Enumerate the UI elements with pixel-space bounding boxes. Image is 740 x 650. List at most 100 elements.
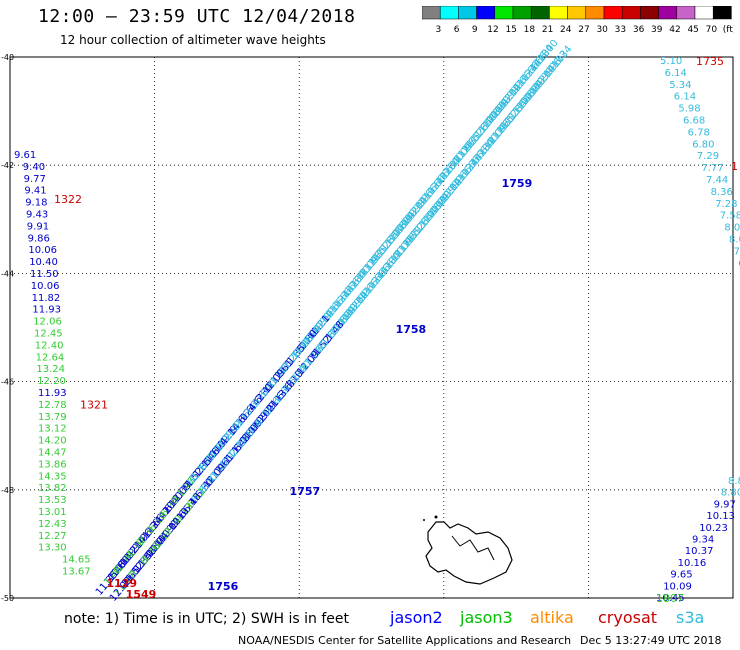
credit-line: NOAA/NESDIS Center for Satellite Applica…: [238, 634, 572, 647]
track-value: 6.14: [665, 68, 687, 79]
track-time-edge: 1: [731, 160, 738, 173]
track-value: 12.78: [38, 400, 67, 411]
track-value: 10.45: [656, 593, 685, 604]
colorbar-label: 33: [615, 25, 626, 35]
track-time-label: 1735: [696, 55, 724, 68]
track-value: 10.09: [663, 581, 692, 592]
page-subtitle: 12 hour collection of altimeter wave hei…: [60, 33, 326, 47]
track-value: 6.78: [688, 127, 710, 138]
island-coastline-detail: [451, 535, 495, 561]
track-value: 9.61: [14, 150, 36, 161]
track-value: 13.67: [62, 567, 91, 578]
track-value: 13.86: [38, 459, 67, 470]
track-value: 7.28: [715, 199, 737, 210]
track-value: 11.93: [32, 305, 61, 316]
track-value: 5.98: [678, 104, 700, 115]
track-time-label: 1758: [396, 323, 427, 336]
colorbar-label: 9: [472, 25, 478, 35]
track-value: 9.77: [24, 174, 46, 185]
track-value: 9.91: [27, 221, 49, 232]
track-value: 12.45: [34, 329, 63, 340]
track-value: 13.82: [38, 483, 67, 494]
track-value: 9.41: [24, 186, 46, 197]
track-value: 12.06: [33, 317, 62, 328]
track-value: 11.93: [38, 388, 67, 399]
lat-tick-label: -44: [1, 269, 14, 278]
colorbar-label: 30: [596, 25, 608, 35]
track-value: 12.27: [38, 531, 67, 542]
track-value: 7.29: [697, 151, 719, 162]
track-time-label: 1129: [106, 577, 137, 590]
track-time-label: 1549: [126, 588, 157, 601]
track-value: 13.53: [38, 495, 67, 506]
track-value: 6.14: [674, 92, 696, 103]
track-value: 10.13: [706, 511, 735, 522]
track-value: 7.1: [734, 246, 740, 257]
track-value: 5.10: [660, 56, 682, 67]
colorbar-label: 27: [578, 25, 589, 35]
track-time-label: 1756: [208, 580, 239, 593]
track-value: 9.40: [23, 162, 45, 173]
colorbar-label: 12: [487, 25, 498, 35]
lat-tick-label: -46: [1, 378, 14, 387]
track-value: 8.8: [728, 476, 740, 487]
track-value: 13.24: [36, 364, 65, 375]
track-value: 12.40: [35, 340, 64, 351]
track-value: 5.34: [669, 80, 691, 91]
track-value: 14.47: [38, 448, 67, 459]
track-value: 10.06: [28, 245, 57, 256]
track-value: 9.34: [692, 535, 714, 546]
lat-tick-label: -40: [1, 53, 14, 62]
track-value: 9.18: [25, 198, 47, 209]
track-value: 7.77: [701, 163, 723, 174]
colorbar-label: 21: [542, 25, 553, 35]
satellite-legend-altika: altika: [530, 608, 574, 627]
track-value: 9.43: [26, 210, 48, 221]
track-time-label: 1807: [656, 592, 684, 605]
track-value: 12.43: [38, 519, 67, 530]
lat-tick-label: -50: [1, 594, 14, 603]
track-value: 8.06: [729, 235, 740, 246]
track-value: 13.01: [38, 507, 67, 518]
track-value: 6.: [738, 258, 740, 269]
track-value: 9.86: [28, 233, 50, 244]
track-value: 14.65: [62, 555, 91, 566]
colorbar-label: 42: [669, 25, 680, 35]
track-value: 13.30: [38, 543, 67, 554]
track-time-label: 1757: [290, 485, 321, 498]
lat-tick-label: -48: [1, 486, 14, 495]
track-value: 11.50: [30, 269, 59, 280]
kerguelen-island: [425, 521, 513, 585]
track-value: 10.16: [678, 558, 707, 569]
wave-height-map: -40-42-44-46-48-506063666972759.619.409.…: [1, 38, 740, 605]
colorbar-label: 18: [524, 25, 536, 35]
satellite-legend-jason3: jason3: [460, 608, 513, 627]
colorbar-swatch: [712, 6, 732, 20]
track-value: 14.20: [38, 436, 67, 447]
track-value: 10.23: [699, 523, 728, 534]
credit-date: Dec 5 13:27:49 UTC 2018: [580, 634, 722, 647]
track-value: 14.35: [38, 471, 67, 482]
track-value: 12.64: [36, 352, 65, 363]
track-value: 6.80: [692, 139, 714, 150]
track-value: 8.02: [724, 223, 740, 234]
track-value: 11.82: [32, 293, 61, 304]
track-value: 8.36: [711, 187, 733, 198]
track-value: 10.37: [685, 546, 714, 557]
track-time-label: 1322: [54, 193, 82, 206]
lat-tick-label: -42: [1, 161, 14, 170]
satellite-legend-cryosat: cryosat: [598, 608, 658, 627]
track-value: 10.06: [31, 281, 60, 292]
track-time-label: 1759: [502, 177, 533, 190]
page-title: 12:00 – 23:59 UTC 12/04/2018: [38, 6, 356, 27]
satellite-legend-jason2: jason2: [390, 608, 443, 627]
colorbar-label: 36: [633, 25, 645, 35]
track-value: 7.44: [706, 175, 728, 186]
track-value: 9.65: [670, 570, 692, 581]
satellite-legend-s3a: s3a: [676, 608, 705, 627]
track-time-label: 1321: [80, 399, 108, 412]
track-value: 12.20: [37, 376, 66, 387]
footer-note: note: 1) Time is in UTC; 2) SWH is in fe…: [64, 611, 350, 627]
colorbar-label: 6: [454, 25, 460, 35]
